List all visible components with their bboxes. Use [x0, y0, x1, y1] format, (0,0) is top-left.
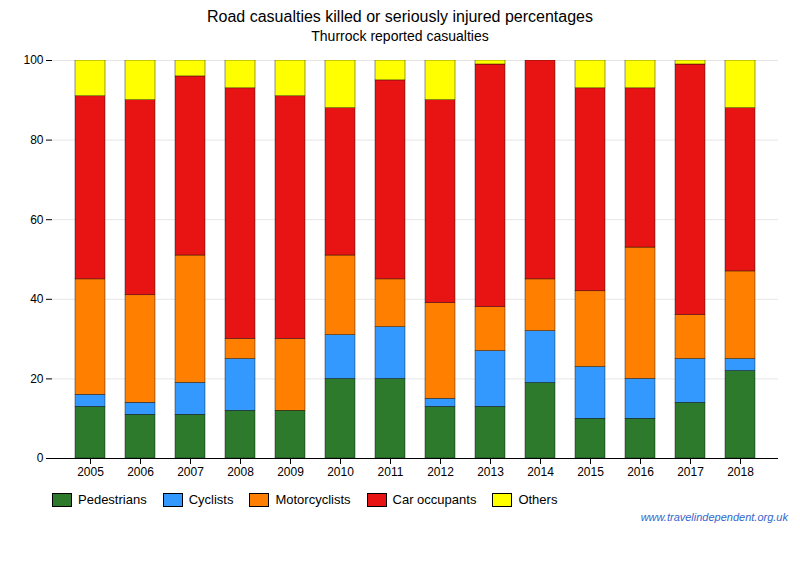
svg-text:20: 20 — [30, 372, 44, 386]
html-text:www.travelindependent.org.uk: www.travelindependent.org.uk — [640, 511, 788, 523]
html-text:Motorcyclists: Motorcyclists — [275, 492, 351, 507]
html-text:Car occupants: Car occupants — [392, 492, 477, 507]
svg-text:2008: 2008 — [227, 465, 254, 479]
svg-text:2005: 2005 — [77, 465, 104, 479]
svg-text:2016: 2016 — [627, 465, 654, 479]
svg-text:2014: 2014 — [527, 465, 554, 479]
svg-text:2018: 2018 — [727, 465, 754, 479]
svg-text:100: 100 — [23, 53, 43, 67]
svg-text:2011: 2011 — [378, 465, 404, 479]
svg-text:40: 40 — [30, 292, 44, 306]
svg-text:2015: 2015 — [577, 465, 604, 479]
svg-text:0: 0 — [37, 451, 44, 465]
html-text:Road casualties killed or seri: Road casualties killed or seriously inju… — [207, 8, 593, 25]
html-text:Cyclists: Cyclists — [188, 492, 234, 507]
svg-text:2007: 2007 — [177, 465, 204, 479]
html-text:Others: Others — [518, 492, 558, 507]
svg-text:2012: 2012 — [427, 465, 454, 479]
svg-text:60: 60 — [30, 213, 44, 227]
svg-text:2010: 2010 — [327, 465, 354, 479]
svg-text:2017: 2017 — [677, 465, 704, 479]
svg-text:2009: 2009 — [277, 465, 304, 479]
html-text:Pedestrians: Pedestrians — [78, 492, 147, 507]
svg-text:2006: 2006 — [127, 465, 154, 479]
svg-text:80: 80 — [30, 133, 44, 147]
svg-text:2013: 2013 — [477, 465, 504, 479]
html-text:Thurrock reported casualties: Thurrock reported casualties — [311, 28, 489, 44]
